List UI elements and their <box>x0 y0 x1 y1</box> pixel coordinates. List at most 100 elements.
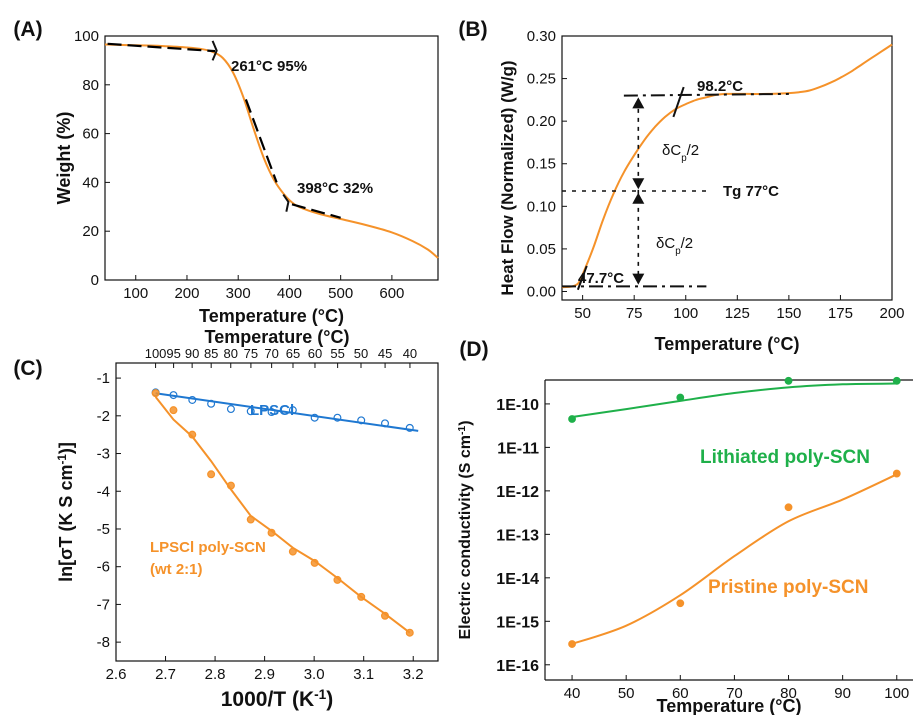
panel-b-xlabel: Temperature (°C) <box>655 334 800 354</box>
x-tick-label: 2.7 <box>155 666 176 683</box>
panel-b-annotation: Tg 77°C <box>723 183 779 200</box>
y-tick-label: -7 <box>97 596 110 613</box>
panel-b-dcp-label: δCp/2 <box>656 235 693 257</box>
top-tick-label: 100 <box>145 346 167 361</box>
panel-c-legend: LPSCl poly-SCN <box>150 539 266 556</box>
data-point <box>207 470 216 479</box>
y-tick-label: -2 <box>97 408 110 425</box>
data-point <box>405 628 414 637</box>
x-tick-label: 125 <box>725 305 750 322</box>
y-tick-label: 80 <box>82 77 99 94</box>
top-tick-label: 50 <box>354 346 368 361</box>
panel-d: (D) 40 50 60 70 80 90 100 1E-16 1E-15 1E-14 1E-13 1E… <box>457 338 913 715</box>
data-point <box>310 558 319 567</box>
data-point <box>333 575 342 584</box>
panel-b-tick <box>576 265 588 291</box>
panel-d-ylabel: Electric conductivity (S cm-1) <box>457 420 475 639</box>
top-tick-label: 90 <box>185 346 199 361</box>
x-tick-label: 500 <box>328 285 353 302</box>
y-tick-label: 1E-12 <box>496 484 539 501</box>
data-point <box>357 416 366 425</box>
panel-b-label: (B) <box>458 18 487 41</box>
panel-a-curve <box>104 43 439 259</box>
x-tick-label: 100 <box>673 305 698 322</box>
x-tick-label: 2.6 <box>106 666 127 683</box>
panel-b-tick <box>672 86 685 118</box>
data-point <box>207 399 216 408</box>
x-tick-label: 3.0 <box>304 666 325 683</box>
data-point <box>169 391 178 400</box>
x-tick-label: 300 <box>226 285 251 302</box>
x-tick-label: 150 <box>776 305 801 322</box>
panel-c-xlabel: 1000/T (K-1) <box>221 687 334 712</box>
y-tick-label: 0 <box>91 272 99 289</box>
panel-d-legend: Pristine poly-SCN <box>708 577 868 598</box>
data-point <box>357 592 366 601</box>
x-tick-label: 3.2 <box>403 666 424 683</box>
arrow-head <box>632 178 645 190</box>
series-fit-line <box>571 382 897 418</box>
y-tick-label: 0.15 <box>527 156 556 173</box>
data-point <box>267 408 276 417</box>
panel-a-tangent <box>244 99 278 183</box>
data-point <box>288 547 297 556</box>
data-point <box>288 406 297 415</box>
y-tick-label: 20 <box>82 223 99 240</box>
top-tick-label: 85 <box>204 346 218 361</box>
panel-a-marker <box>211 40 218 61</box>
plot-frame <box>561 35 893 301</box>
data-point <box>676 599 685 608</box>
data-point <box>246 407 255 416</box>
arrow-head <box>632 273 645 285</box>
panel-a-xlabel: Temperature (°C) <box>199 306 344 326</box>
x-tick-label: 2.9 <box>254 666 275 683</box>
data-point <box>784 376 793 385</box>
panel-c-legend: LPSCl <box>250 402 294 419</box>
data-point <box>310 413 319 422</box>
panel-c: (C) 2.6 2.7 2.8 2.9 3.0 3.1 3.2 -8 -7 -6 -5 -4 -3 -2 -1… <box>13 327 439 712</box>
x-tick-label: 60 <box>672 685 689 702</box>
data-point <box>568 415 576 423</box>
data-point <box>380 419 389 428</box>
x-tick-label: 2.8 <box>205 666 226 683</box>
panel-a-ylabel: Weight (%) <box>54 112 74 205</box>
y-tick-label: 1E-16 <box>496 658 539 675</box>
data-point <box>151 389 160 398</box>
y-tick-label: 1E-14 <box>496 571 539 588</box>
series-fit-line <box>155 392 419 432</box>
y-tick-label: 1E-10 <box>496 397 539 414</box>
y-tick-label: -6 <box>97 559 110 576</box>
panel-a-marker <box>282 194 290 212</box>
y-tick-label: 1E-15 <box>496 614 539 631</box>
panel-a-tangent <box>107 42 216 53</box>
y-tick-label: -1 <box>97 370 110 387</box>
panel-a: (A) 100 200 300 400 500 600 0 20 40 60 80 100 Tempera… <box>13 18 439 326</box>
panel-d-label: (D) <box>459 338 488 361</box>
top-tick-label: 80 <box>224 346 238 361</box>
top-tick-label: 55 <box>330 346 344 361</box>
y-tick-label: 60 <box>82 126 99 143</box>
plot-frame <box>115 362 439 662</box>
top-tick-label: 65 <box>286 346 300 361</box>
y-tick-label: 1E-13 <box>496 527 539 544</box>
panel-d-legend: Lithiated poly-SCN <box>700 447 870 468</box>
panel-a-label: (A) <box>13 18 42 41</box>
data-point <box>267 528 276 537</box>
data-point <box>188 430 197 439</box>
x-tick-label: 90 <box>834 685 851 702</box>
data-point <box>226 481 235 490</box>
x-tick-label: 50 <box>618 685 635 702</box>
panel-a-annotation: 261°C 95% <box>231 58 307 75</box>
x-tick-label: 200 <box>174 285 199 302</box>
x-tick-label: 70 <box>726 685 743 702</box>
top-tick-label: 60 <box>308 346 322 361</box>
x-tick-label: 100 <box>884 685 909 702</box>
data-point <box>405 423 414 432</box>
y-tick-label: 0.20 <box>527 113 556 130</box>
series-fit-line <box>571 473 898 645</box>
data-point <box>676 393 685 402</box>
panel-b: (B) 50 75 100 125 150 175 200 0.00 0.05 0.10 0.15 0.… <box>458 18 904 354</box>
panel-b-curve <box>561 43 893 289</box>
top-tick-label: 70 <box>264 346 278 361</box>
y-tick-label: 0.05 <box>527 241 556 258</box>
